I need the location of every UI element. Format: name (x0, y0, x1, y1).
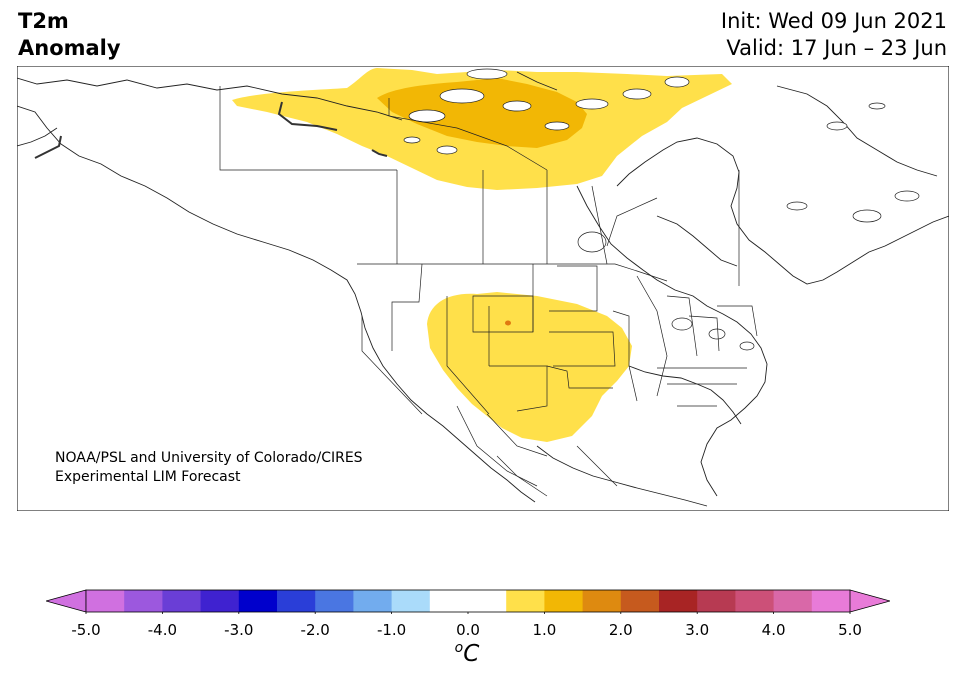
colorbar-unit: oC (455, 640, 480, 667)
unit-letter: C (463, 641, 480, 667)
colorbar-low-extend (46, 589, 87, 613)
colorbar-segment (315, 590, 354, 612)
colorbar-tick-label: 4.0 (761, 621, 786, 639)
colorbar-segment (697, 590, 736, 612)
valid-range: Valid: 17 Jun – 23 Jun (726, 36, 947, 60)
init-date: Init: Wed 09 Jun 2021 (720, 9, 947, 33)
colorbar-segment (277, 590, 316, 612)
map-title: T2m Anomaly (18, 8, 121, 62)
title-line-1: T2m (18, 9, 69, 33)
colorbar-tick-label: 2.0 (608, 621, 633, 639)
forecast-dates: Init: Wed 09 Jun 2021 Valid: 17 Jun – 23… (721, 8, 947, 62)
us-west-anomaly-light (427, 292, 632, 442)
colorbar-segment (811, 590, 851, 612)
islands-and-lakes (403, 68, 920, 351)
political-boundaries (219, 86, 758, 497)
colorbar-segment (200, 590, 240, 612)
colorbar-segment (506, 590, 545, 612)
colorbar-tick-label: 1.0 (532, 621, 557, 639)
colorbar-segment (238, 590, 278, 612)
colorbar-tick-label: 3.0 (685, 621, 710, 639)
colorbar-segment (620, 590, 660, 612)
colorbar-segment (582, 590, 622, 612)
colorbar-segment (391, 590, 431, 612)
colorbar-tick-label: -5.0 (71, 621, 101, 639)
colorbar-segment (735, 590, 775, 612)
colorbar-tick-label: -3.0 (224, 621, 254, 639)
colorbar-high-extend (849, 589, 890, 613)
rivers (34, 101, 388, 159)
coastlines (17, 71, 949, 507)
degree-symbol: o (454, 640, 464, 656)
credit-line-2: Experimental LIM Forecast (55, 469, 241, 485)
colorbar-tick-label: 5.0 (838, 621, 862, 639)
colorbar-segment (468, 590, 507, 612)
colorbar-tick-label: -2.0 (300, 621, 330, 639)
colorbar-tick-label: 0.0 (456, 621, 480, 639)
colorbar-segment (544, 590, 584, 612)
colorbar-segment (353, 590, 393, 612)
canada-anomaly-core (377, 78, 587, 148)
colorbar-segment (162, 590, 202, 612)
colorbar (46, 589, 890, 614)
colorbar-segment (124, 590, 163, 612)
anomaly-map (17, 66, 949, 511)
credit-line-1: NOAA/PSL and University of Colorado/CIRE… (55, 450, 363, 466)
colorbar-segment (429, 590, 469, 612)
colorbar-tick-label: -4.0 (147, 621, 178, 639)
colorbar-segment (659, 590, 698, 612)
wyoming-anomaly-spot (505, 320, 511, 326)
colorbar-segment (773, 590, 813, 612)
data-credit: NOAA/PSL and University of Colorado/CIRE… (55, 449, 363, 487)
colorbar-tick-label: -1.0 (376, 621, 407, 639)
colorbar-segment (86, 590, 125, 612)
title-line-2: Anomaly (18, 36, 121, 60)
